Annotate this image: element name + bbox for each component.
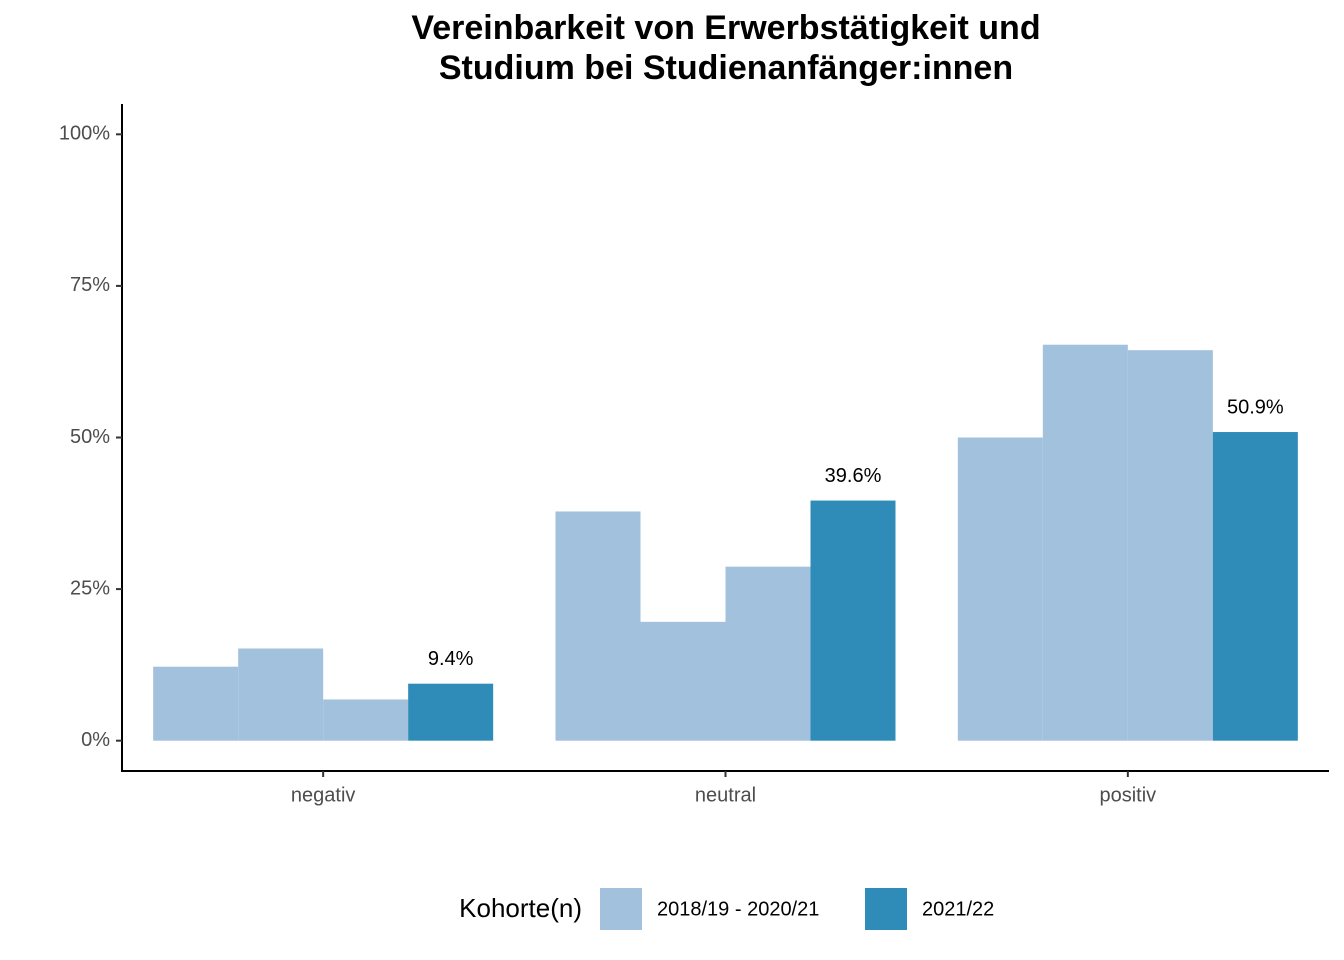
legend-key	[865, 888, 907, 930]
bar	[153, 666, 239, 741]
bar	[408, 683, 494, 741]
bar	[1127, 350, 1213, 741]
bar	[1042, 344, 1128, 741]
bar	[810, 500, 896, 741]
y-tick-label: 25%	[70, 577, 110, 599]
y-tick-label: 0%	[81, 729, 110, 751]
chart-title: Vereinbarkeit von Erwerbstätigkeit und	[411, 9, 1040, 47]
legend-key	[600, 888, 642, 930]
legend-label: 2018/19 - 2020/21	[657, 898, 819, 920]
bar	[555, 511, 641, 741]
bar	[238, 648, 324, 741]
chart-subtitle: Studium bei Studienanfänger:innen	[439, 49, 1013, 87]
x-tick-label: positiv	[1099, 784, 1156, 806]
x-tick-label: neutral	[695, 784, 756, 806]
y-tick-label: 75%	[70, 274, 110, 296]
x-tick-label: negativ	[291, 784, 356, 806]
legend-title: Kohorte(n)	[459, 893, 582, 923]
value-label: 50.9%	[1227, 396, 1284, 418]
value-label: 9.4%	[428, 648, 474, 670]
legend-label: 2021/22	[922, 898, 994, 920]
y-tick-label: 50%	[70, 426, 110, 448]
bar	[1212, 432, 1298, 741]
value-label: 39.6%	[825, 465, 882, 487]
bar	[323, 699, 409, 741]
y-tick-label: 100%	[59, 123, 110, 145]
bar	[725, 566, 811, 741]
bar	[957, 437, 1043, 741]
bar	[640, 621, 726, 741]
